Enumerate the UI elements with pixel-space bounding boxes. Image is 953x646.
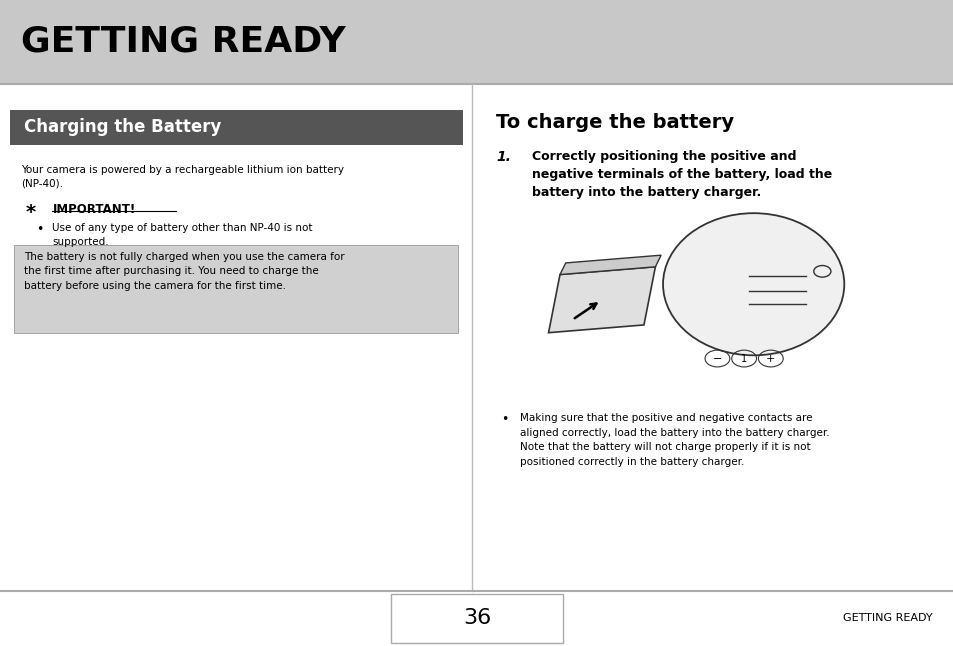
FancyBboxPatch shape: [391, 594, 562, 643]
Text: GETTING READY: GETTING READY: [21, 25, 345, 59]
Text: •: •: [36, 223, 44, 236]
Text: 36: 36: [462, 609, 491, 628]
FancyBboxPatch shape: [10, 110, 462, 145]
Text: *: *: [26, 203, 35, 222]
Text: GETTING READY: GETTING READY: [842, 613, 932, 623]
Text: IMPORTANT!: IMPORTANT!: [52, 203, 135, 216]
Polygon shape: [559, 255, 660, 275]
Text: The battery is not fully charged when you use the camera for
the first time afte: The battery is not fully charged when yo…: [24, 252, 344, 291]
Text: 1: 1: [740, 353, 746, 364]
Text: •: •: [500, 413, 508, 426]
Text: Making sure that the positive and negative contacts are
aligned correctly, load : Making sure that the positive and negati…: [519, 413, 829, 466]
Text: −: −: [712, 353, 721, 364]
Text: Charging the Battery: Charging the Battery: [24, 118, 221, 136]
Text: Your camera is powered by a rechargeable lithium ion battery
(NP-40).: Your camera is powered by a rechargeable…: [21, 165, 344, 189]
Ellipse shape: [662, 213, 843, 355]
Polygon shape: [548, 267, 655, 333]
Text: 1.: 1.: [496, 150, 511, 164]
Text: To charge the battery: To charge the battery: [496, 113, 734, 132]
FancyBboxPatch shape: [14, 245, 457, 333]
Text: +: +: [765, 353, 775, 364]
Text: Use of any type of battery other than NP-40 is not
supported.: Use of any type of battery other than NP…: [52, 223, 313, 247]
FancyBboxPatch shape: [0, 0, 953, 84]
Text: Correctly positioning the positive and
negative terminals of the battery, load t: Correctly positioning the positive and n…: [532, 150, 832, 199]
